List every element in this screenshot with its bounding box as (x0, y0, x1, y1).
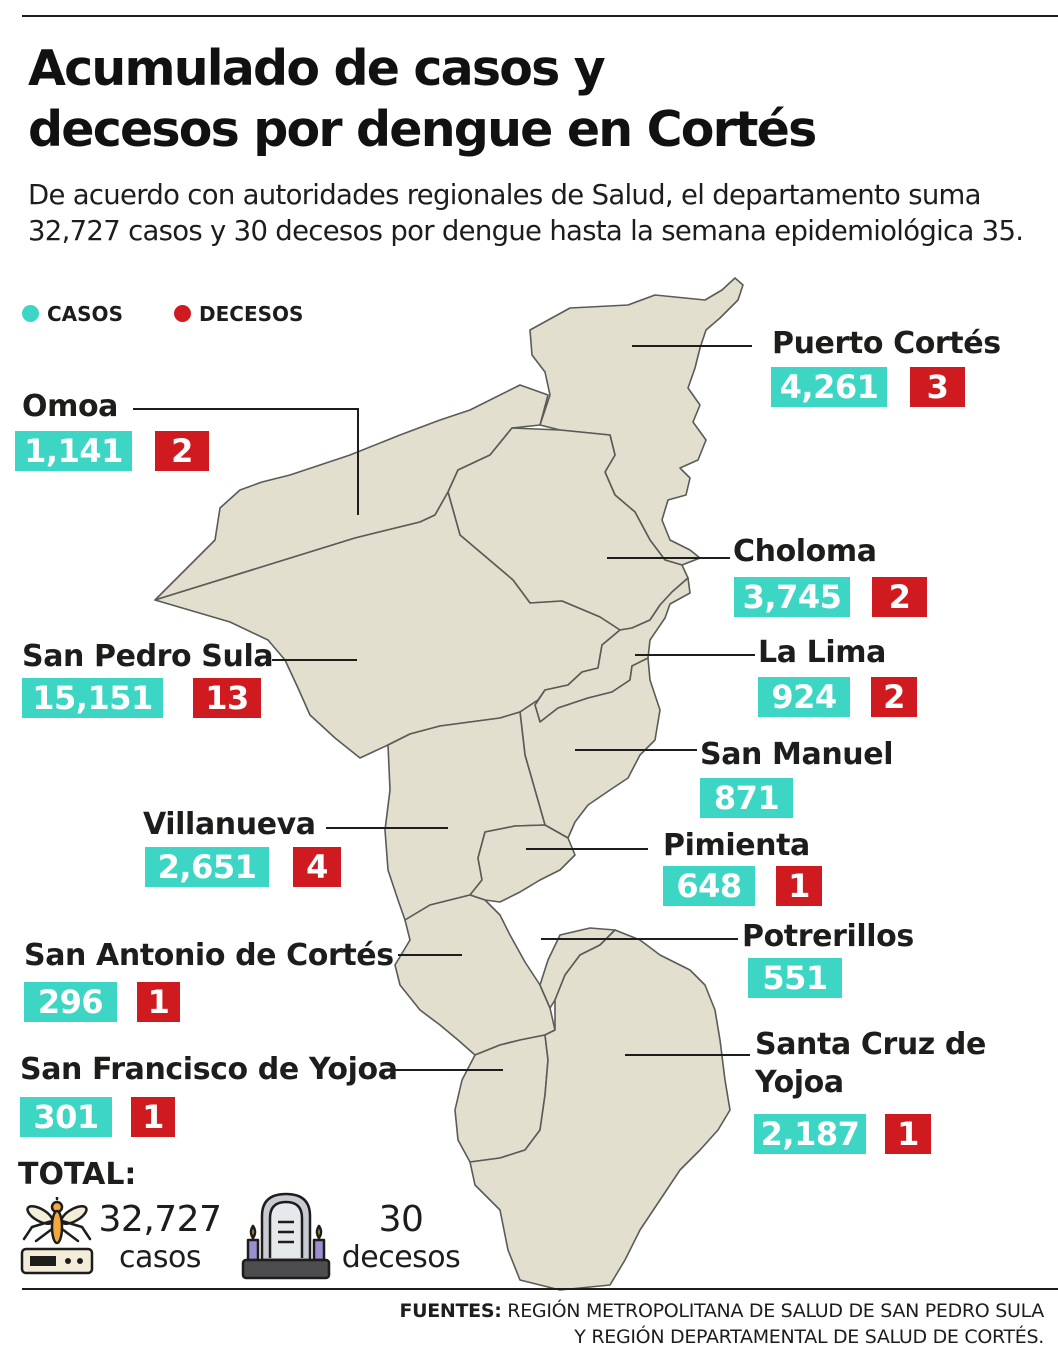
cases-badge-san-antonio: 296 (24, 982, 117, 1022)
deaths-badge-santa-cruz: 1 (885, 1114, 931, 1154)
deaths-badge-san-francisco: 1 (131, 1097, 175, 1137)
label-santa-cruz-line1: Santa Cruz de (755, 1027, 986, 1062)
gravestone-icon (241, 1192, 331, 1280)
cases-badge-villanueva: 2,651 (145, 847, 269, 887)
deaths-badge-la-lima: 2 (871, 677, 917, 717)
mosquito-icon (20, 1197, 94, 1275)
total-label: TOTAL: (18, 1157, 137, 1192)
cases-badge-la-lima: 924 (758, 677, 850, 717)
label-omoa: Omoa (22, 389, 119, 424)
total-cases-unit: casos (119, 1240, 202, 1275)
label-villanueva: Villanueva (143, 807, 316, 842)
deaths-dot-icon (174, 305, 191, 322)
deaths-badge-pimienta: 1 (776, 866, 822, 906)
legend-item-cases: CASOS (22, 300, 123, 328)
label-santa-cruz-line2: Yojoa (755, 1065, 844, 1100)
legend-cases-label: CASOS (47, 302, 123, 326)
deaths-badge-puerto-cortes: 3 (910, 367, 965, 407)
cases-badge-pimienta: 648 (663, 866, 755, 906)
deaths-badge-san-antonio: 1 (137, 982, 180, 1022)
sources-label: FUENTES: (399, 1300, 502, 1322)
deaths-badge-choloma: 2 (872, 577, 927, 617)
leader-omoa (133, 408, 359, 515)
label-potrerillos: Potrerillos (742, 919, 914, 954)
bottom-rule (22, 1288, 1058, 1290)
label-san-francisco: San Francisco de Yojoa (20, 1052, 398, 1087)
label-la-lima: La Lima (758, 635, 886, 670)
total-deaths: 30 decesos (336, 1200, 466, 1276)
region-san-antonio (394, 894, 556, 1056)
label-san-antonio: San Antonio de Cortés (24, 938, 394, 973)
cases-badge-choloma: 3,745 (734, 577, 850, 617)
cases-badge-potrerillos: 551 (748, 958, 842, 998)
cases-badge-puerto-cortes: 4,261 (771, 367, 887, 407)
cases-badge-san-manuel: 871 (700, 778, 793, 818)
page-title: Acumulado de casos y decesos por dengue … (28, 38, 1038, 160)
label-choloma: Choloma (733, 534, 877, 569)
title-line-2: decesos por dengue en Cortés (28, 101, 817, 158)
top-rule (22, 15, 1058, 17)
cases-dot-icon (22, 305, 39, 322)
cases-badge-san-francisco: 301 (20, 1097, 112, 1137)
subtitle: De acuerdo con autoridades regionales de… (28, 179, 1024, 247)
region-pimienta (469, 824, 576, 903)
deaths-badge-omoa: 2 (155, 431, 209, 471)
total-cases-value: 32,727 (98, 1199, 222, 1240)
cases-badge-santa-cruz: 2,187 (754, 1114, 866, 1154)
cases-badge-omoa: 1,141 (15, 431, 132, 471)
total-cases: 32,727 casos (98, 1200, 222, 1276)
sources-line-2: Y REGIÓN DEPARTAMENTAL DE SALUD DE CORTÉ… (574, 1326, 1044, 1348)
region-santa-cruz (469, 929, 731, 1291)
cases-badge-san-pedro-sula: 15,151 (22, 678, 163, 718)
label-san-pedro-sula: San Pedro Sula (22, 639, 274, 674)
deaths-badge-villanueva: 4 (293, 847, 341, 887)
deaths-badge-san-pedro-sula: 13 (193, 678, 261, 718)
sources: FUENTES: REGIÓN METROPOLITANA DE SALUD D… (144, 1298, 1044, 1350)
total-deaths-unit: decesos (341, 1240, 461, 1275)
title-line-1: Acumulado de casos y (28, 40, 606, 97)
legend-item-deaths: DECESOS (174, 300, 303, 328)
total-deaths-value: 30 (378, 1199, 424, 1240)
sources-line-1: REGIÓN METROPOLITANA DE SALUD DE SAN PED… (507, 1300, 1044, 1322)
label-pimienta: Pimienta (663, 828, 810, 863)
legend-deaths-label: DECESOS (199, 302, 304, 326)
label-san-manuel: San Manuel (700, 737, 894, 772)
label-puerto-cortes: Puerto Cortés (772, 326, 1001, 361)
